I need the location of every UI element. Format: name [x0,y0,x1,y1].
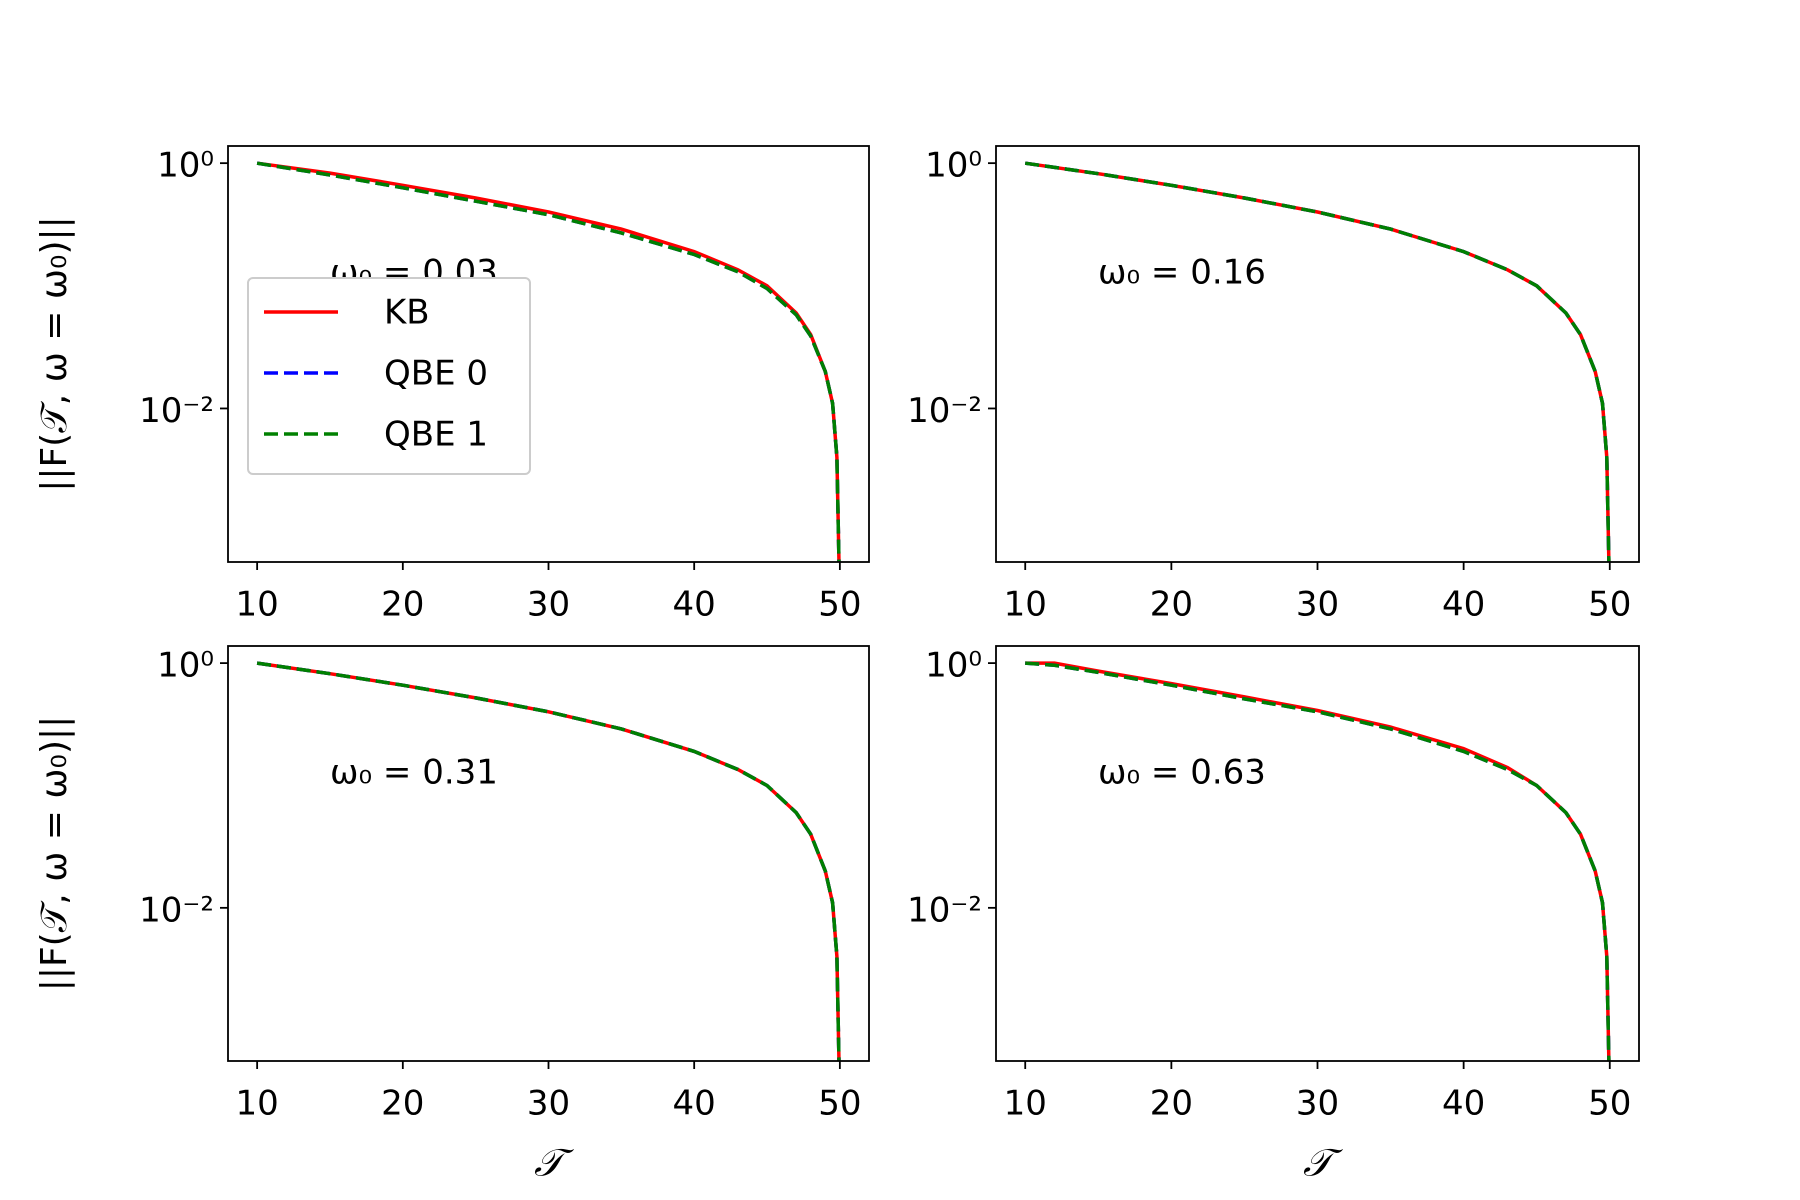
axes-frame [227,145,870,563]
x-tick-label: 40 [1442,585,1485,625]
legend-frame [247,277,531,475]
x-tick-label: 20 [1150,1084,1193,1124]
y-tick-label: 10⁻² [907,391,982,431]
y-axis-label: ||F(𝒯, ω = ω₀)|| [34,216,75,492]
axes-frame [227,645,870,1062]
series-line [1025,661,1611,1061]
annotation: ω₀ = 0.16 [1098,253,1266,293]
x-tick-label: 30 [1296,585,1339,625]
y-tick-label: 10⁰ [157,646,214,686]
x-tick-label: 40 [673,1084,716,1124]
y-tick-label: 10⁰ [925,646,982,686]
x-tick-label: 50 [818,585,861,625]
x-tick-label: 50 [1588,585,1631,625]
series-line [1024,161,1611,562]
x-tick-label: 40 [673,585,716,625]
x-tick-label: 10 [236,585,279,625]
subplot: 10 20 30 40 50 10⁰ 10⁻² ω₀ = 0.16 [907,145,1640,625]
series-line [256,661,841,1061]
y-tick-label: 10⁻² [907,890,982,930]
x-tick-label: 50 [818,1084,861,1124]
series-line [256,661,841,1061]
series-line [256,661,841,1061]
axes-frame [995,145,1640,563]
x-tick-label: 30 [1296,1084,1339,1124]
y-tick-label: 10⁻² [139,391,214,431]
x-tick-label: 20 [1150,585,1193,625]
y-tick-label: 10⁻² [139,890,214,930]
y-tick-label: 10⁰ [157,146,214,186]
subplot: 10 20 30 40 50 10⁰ 10⁻² ω₀ = 0.31 ||F(𝒯, ω = ω₀)… [34,645,870,1185]
series-line [1024,161,1611,562]
x-tick-label: 10 [1004,1084,1047,1124]
annotation: ω₀ = 0.63 [1098,753,1266,793]
series-line [256,161,841,562]
x-tick-label: 30 [527,585,570,625]
x-tick-label: 10 [236,1084,279,1124]
annotation: ω₀ = 0.31 [330,753,498,793]
legend-label: KB [384,293,430,333]
series-line [1024,161,1611,562]
x-tick-label: 50 [1588,1084,1631,1124]
x-tick-label: 40 [1442,1084,1485,1124]
x-tick-label: 20 [381,1084,424,1124]
x-axis-label: 𝒯 [534,1141,574,1185]
legend: KB QBE 0 QBE 1 [247,277,531,475]
x-tick-label: 10 [1004,585,1047,625]
x-tick-label: 20 [381,585,424,625]
x-tick-label: 30 [527,1084,570,1124]
axes-frame [995,645,1640,1062]
legend-label: QBE 0 [384,354,488,394]
subplot: 10 20 30 40 50 10⁰ 10⁻² ω₀ = 0.63 𝒯 [907,645,1640,1185]
legend-label: QBE 1 [384,415,488,455]
y-tick-label: 10⁰ [925,146,982,186]
y-axis-label: ||F(𝒯, ω = ω₀)|| [34,716,75,992]
series-line [1025,661,1611,1061]
x-axis-label: 𝒯 [1303,1141,1343,1185]
series-line [1025,661,1611,1061]
